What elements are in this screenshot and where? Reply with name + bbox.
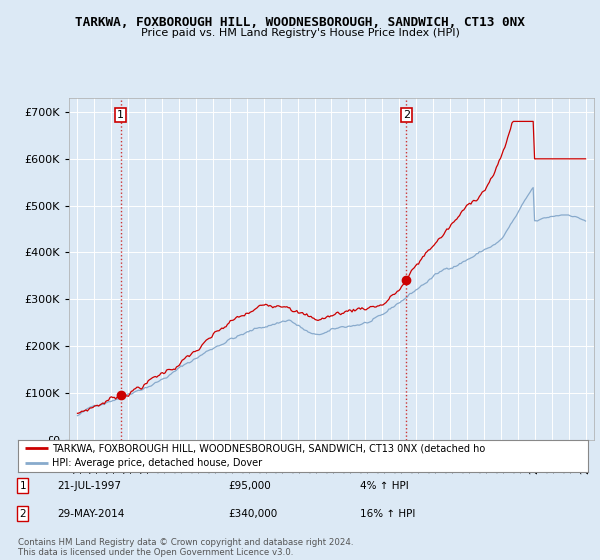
Text: HPI: Average price, detached house, Dover: HPI: Average price, detached house, Dove… — [52, 458, 262, 468]
Text: 4% ↑ HPI: 4% ↑ HPI — [360, 480, 409, 491]
Text: 2: 2 — [19, 508, 26, 519]
Text: TARKWA, FOXBOROUGH HILL, WOODNESBOROUGH, SANDWICH, CT13 0NX: TARKWA, FOXBOROUGH HILL, WOODNESBOROUGH,… — [75, 16, 525, 29]
Text: Contains HM Land Registry data © Crown copyright and database right 2024.
This d: Contains HM Land Registry data © Crown c… — [18, 538, 353, 557]
Text: £95,000: £95,000 — [228, 480, 271, 491]
Text: 21-JUL-1997: 21-JUL-1997 — [57, 480, 121, 491]
Text: £340,000: £340,000 — [228, 508, 277, 519]
Text: 16% ↑ HPI: 16% ↑ HPI — [360, 508, 415, 519]
Text: 29-MAY-2014: 29-MAY-2014 — [57, 508, 124, 519]
Text: 1: 1 — [19, 480, 26, 491]
Text: 2: 2 — [403, 110, 410, 120]
Text: 1: 1 — [117, 110, 124, 120]
Text: Price paid vs. HM Land Registry's House Price Index (HPI): Price paid vs. HM Land Registry's House … — [140, 28, 460, 38]
Text: TARKWA, FOXBOROUGH HILL, WOODNESBOROUGH, SANDWICH, CT13 0NX (detached ho: TARKWA, FOXBOROUGH HILL, WOODNESBOROUGH,… — [52, 443, 485, 453]
